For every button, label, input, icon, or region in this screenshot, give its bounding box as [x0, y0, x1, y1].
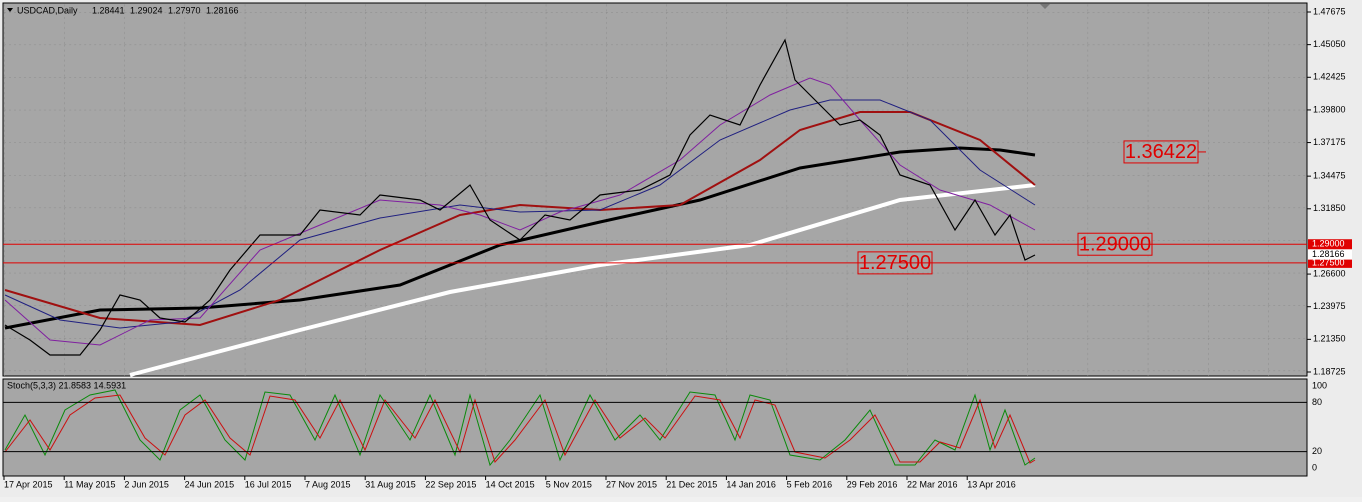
date-label: 2 Jun 2015: [124, 479, 169, 489]
quote: 1.27970: [168, 5, 201, 15]
stoch-label: 20: [1312, 446, 1322, 456]
date-label: 16 Jul 2015: [245, 479, 292, 489]
date-label: 7 Aug 2015: [305, 479, 351, 489]
price-label: 1.31850: [1313, 203, 1346, 213]
date-label: 13 Apr 2016: [967, 479, 1016, 489]
date-label: 31 Aug 2015: [365, 479, 416, 489]
price-label: 1.45050: [1313, 39, 1346, 49]
price-label: 1.34475: [1313, 171, 1346, 181]
quote: 1.28441: [92, 5, 125, 15]
annotation-label: 1.36422: [1125, 141, 1197, 163]
price-label: 1.18725: [1313, 366, 1346, 376]
level-tag: [1308, 239, 1352, 250]
quote: 1.29024: [130, 5, 163, 15]
date-label: 14 Oct 2015: [486, 479, 535, 489]
level-tag: [1308, 257, 1352, 268]
menu-arrow[interactable]: [7, 8, 13, 12]
date-label: 27 Nov 2015: [606, 479, 657, 489]
date-label: 17 Apr 2015: [4, 479, 53, 489]
stoch-label: 0: [1312, 462, 1317, 472]
price-label: 1.23975: [1313, 301, 1346, 311]
price-label: 1.37175: [1313, 137, 1346, 147]
quote: 1.28166: [206, 5, 239, 15]
price-label: 1.21350: [1313, 334, 1346, 344]
price-tag-label: 1.28166: [1312, 249, 1345, 259]
stoch-main: [4, 389, 1036, 467]
annotation-box: [1077, 232, 1153, 256]
symbol: USDCAD,Daily: [17, 5, 78, 15]
date-label: 24 Jun 2015: [185, 479, 235, 489]
shift-marker: [1040, 4, 1050, 9]
ma-100: [4, 146, 1036, 330]
annotation-label: 1.29000: [1079, 234, 1151, 256]
price: [4, 38, 1036, 356]
annotation-box: [857, 251, 933, 275]
annotation-label: 1.27500: [859, 252, 931, 274]
price-tag: [1308, 249, 1352, 260]
date-label: 22 Sep 2015: [425, 479, 476, 489]
price-label: 1.42425: [1313, 72, 1346, 82]
price-grid: [3, 3, 1307, 376]
level-tag-label: 1.29000: [1312, 239, 1345, 249]
ma-200: [129, 183, 1036, 377]
date-label: 14 Jan 2016: [726, 479, 776, 489]
stoch-title: Stoch(5,3,3) 21.8583 14.5931: [7, 380, 126, 390]
stoch-signal: [4, 394, 1036, 464]
date-label: 11 May 2015: [64, 479, 115, 489]
date-label: 22 Mar 2016: [907, 479, 958, 489]
ma-10: [4, 77, 1036, 346]
stoch-label: 100: [1312, 380, 1327, 390]
ma-20: [4, 99, 1036, 329]
date-label: 5 Nov 2015: [546, 479, 592, 489]
level-tag-label: 1.27500: [1312, 257, 1345, 267]
price-label: 1.39800: [1313, 104, 1346, 114]
date-label: 5 Feb 2016: [787, 479, 833, 489]
date-label: 29 Feb 2016: [847, 479, 898, 489]
price-label: 1.47675: [1313, 6, 1346, 16]
price-label: 1.26600: [1313, 268, 1346, 278]
date-label: 21 Dec 2015: [666, 479, 717, 489]
stoch-label: 80: [1312, 397, 1322, 407]
